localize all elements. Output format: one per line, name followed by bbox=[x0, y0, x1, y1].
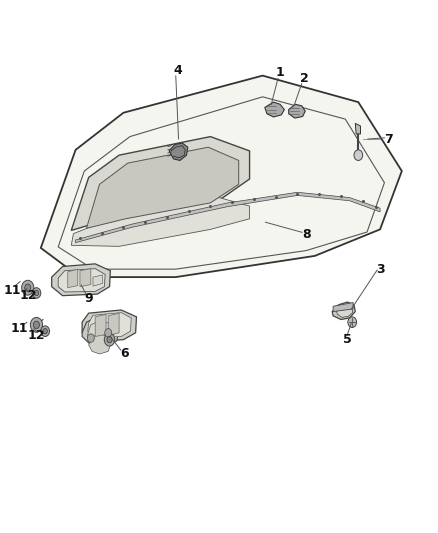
Circle shape bbox=[25, 284, 31, 292]
Circle shape bbox=[87, 334, 94, 342]
Text: 11: 11 bbox=[11, 322, 28, 335]
Circle shape bbox=[104, 333, 115, 346]
Text: 3: 3 bbox=[376, 263, 385, 276]
Polygon shape bbox=[93, 275, 102, 286]
Polygon shape bbox=[265, 102, 284, 117]
Circle shape bbox=[348, 317, 357, 327]
Text: 1: 1 bbox=[276, 67, 284, 79]
Circle shape bbox=[41, 326, 49, 336]
Circle shape bbox=[33, 321, 39, 328]
Circle shape bbox=[105, 328, 112, 337]
Polygon shape bbox=[336, 305, 353, 317]
Text: 4: 4 bbox=[173, 64, 182, 77]
Polygon shape bbox=[332, 302, 355, 319]
Text: 11: 11 bbox=[4, 284, 21, 297]
Polygon shape bbox=[52, 264, 110, 296]
Circle shape bbox=[21, 280, 34, 295]
Text: 8: 8 bbox=[302, 228, 311, 241]
Text: 6: 6 bbox=[120, 348, 129, 360]
Circle shape bbox=[43, 328, 47, 334]
Polygon shape bbox=[108, 313, 119, 335]
Polygon shape bbox=[88, 320, 115, 343]
Polygon shape bbox=[71, 136, 250, 230]
Polygon shape bbox=[71, 198, 250, 246]
Circle shape bbox=[107, 336, 112, 343]
Circle shape bbox=[34, 290, 39, 296]
Polygon shape bbox=[82, 317, 119, 347]
Polygon shape bbox=[95, 314, 106, 336]
Polygon shape bbox=[169, 143, 188, 160]
Polygon shape bbox=[355, 123, 360, 134]
Circle shape bbox=[32, 288, 41, 298]
Polygon shape bbox=[82, 310, 137, 342]
Polygon shape bbox=[88, 313, 131, 338]
Circle shape bbox=[30, 317, 42, 332]
Text: 12: 12 bbox=[20, 289, 37, 302]
Polygon shape bbox=[68, 269, 78, 288]
Polygon shape bbox=[76, 192, 380, 243]
Circle shape bbox=[354, 150, 363, 160]
Polygon shape bbox=[88, 334, 111, 354]
Text: 2: 2 bbox=[300, 72, 308, 85]
Text: 9: 9 bbox=[85, 292, 93, 305]
Polygon shape bbox=[333, 303, 353, 312]
Text: 5: 5 bbox=[343, 333, 352, 346]
Polygon shape bbox=[58, 269, 105, 292]
Polygon shape bbox=[80, 269, 91, 287]
Polygon shape bbox=[41, 76, 402, 277]
Text: 7: 7 bbox=[385, 133, 393, 146]
Polygon shape bbox=[289, 104, 305, 118]
Polygon shape bbox=[86, 147, 239, 228]
Text: 12: 12 bbox=[28, 329, 45, 342]
